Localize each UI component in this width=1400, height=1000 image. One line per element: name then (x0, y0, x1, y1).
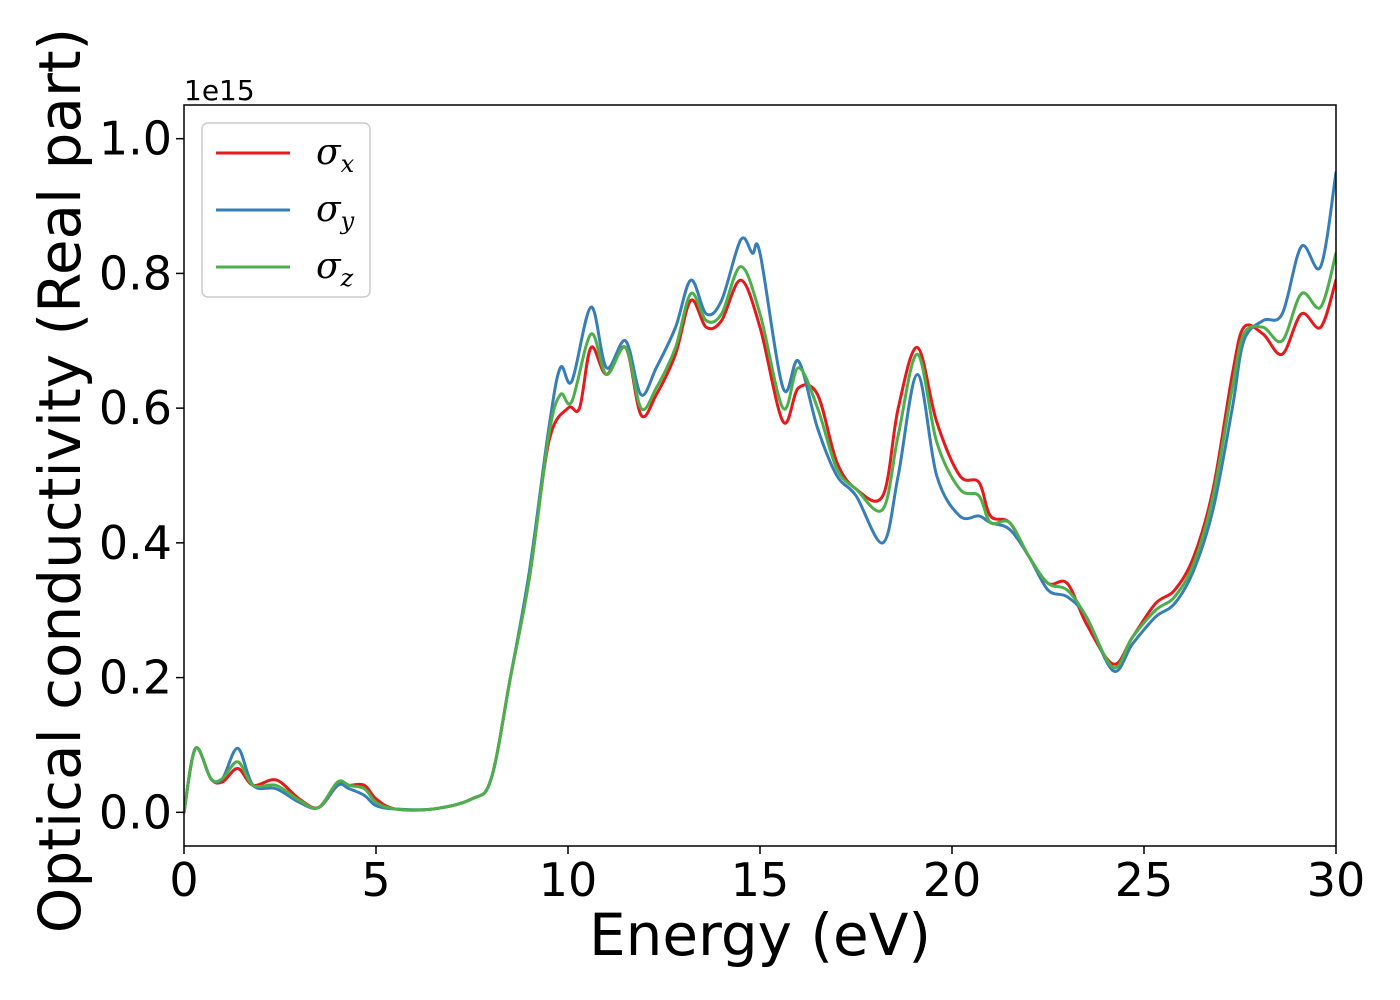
x-tick-label: 30 (1307, 853, 1366, 907)
y-tick-label: 0.6 (99, 381, 172, 435)
x-axis: 0 5 10 15 20 25 30 (169, 846, 1365, 907)
legend-subscript: z (340, 264, 354, 292)
x-tick-label: 10 (539, 853, 598, 907)
legend-label-x: σx (316, 132, 355, 178)
y-tick-label: 0.0 (99, 785, 172, 839)
y-tick-label: 0.2 (99, 651, 172, 705)
y-offset-label: 1e15 (184, 74, 255, 107)
legend-subscript: y (340, 207, 355, 235)
x-tick-label: 0 (169, 853, 198, 907)
y-axis-title: Optical conductivity (Real part) (26, 28, 94, 933)
legend-subscript: x (341, 150, 355, 178)
y-axis: 0.0 0.2 0.4 0.6 0.8 1.0 (99, 112, 184, 839)
series-line-z (184, 251, 1336, 814)
legend-symbol: σ (316, 189, 342, 230)
y-tick-label: 0.4 (99, 516, 172, 570)
legend-symbol: σ (316, 132, 342, 173)
legend-symbol: σ (316, 246, 342, 287)
series-line-x (184, 278, 1336, 814)
y-tick-label: 1.0 (99, 112, 172, 166)
x-tick-label: 5 (361, 853, 390, 907)
x-tick-label: 25 (1115, 853, 1174, 907)
x-tick-label: 15 (731, 853, 790, 907)
series-layer (184, 170, 1336, 814)
series-line-y (184, 170, 1336, 814)
x-tick-label: 20 (923, 853, 982, 907)
legend-label-z: σz (316, 246, 354, 292)
x-axis-title: Energy (eV) (589, 901, 931, 969)
legend-label-y: σy (316, 189, 355, 235)
y-tick-label: 0.8 (99, 246, 172, 300)
